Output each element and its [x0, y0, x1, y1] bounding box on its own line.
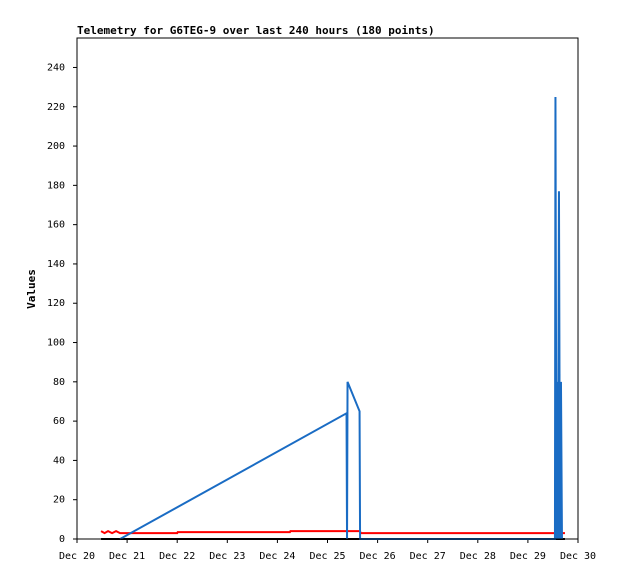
x-tick-label: Dec 30 — [560, 551, 596, 562]
y-tick-label: 140 — [47, 259, 65, 270]
x-tick-label: Dec 20 — [59, 551, 95, 562]
chart-title: Telemetry for G6TEG-9 over last 240 hour… — [77, 24, 435, 37]
x-tick-label: Dec 21 — [109, 551, 145, 562]
y-tick-label: 160 — [47, 220, 65, 231]
y-tick-label: 20 — [53, 495, 65, 506]
y-tick-label: 80 — [53, 377, 65, 388]
x-tick-label: Dec 22 — [159, 551, 195, 562]
x-tick-label: Dec 29 — [510, 551, 546, 562]
x-tick-label: Dec 25 — [309, 551, 345, 562]
y-tick-label: 180 — [47, 180, 65, 191]
series-line — [119, 96, 563, 540]
y-tick-label: 100 — [47, 338, 65, 349]
y-tick-label: 40 — [53, 455, 65, 466]
plot-frame — [76, 37, 579, 540]
x-tick-label: Dec 27 — [410, 551, 446, 562]
x-tick-label: Dec 28 — [460, 551, 496, 562]
x-tick-label: Dec 24 — [259, 551, 295, 562]
y-tick-label: 200 — [47, 141, 65, 152]
y-tick-label: 120 — [47, 298, 65, 309]
y-tick-label: 220 — [47, 102, 65, 113]
y-tick-label: 240 — [47, 62, 65, 73]
y-axis-label: Values — [25, 269, 38, 309]
y-tick-label: 60 — [53, 416, 65, 427]
x-tick-label: Dec 26 — [360, 551, 396, 562]
x-tick-label: Dec 23 — [209, 551, 245, 562]
y-tick-label: 0 — [59, 534, 65, 545]
